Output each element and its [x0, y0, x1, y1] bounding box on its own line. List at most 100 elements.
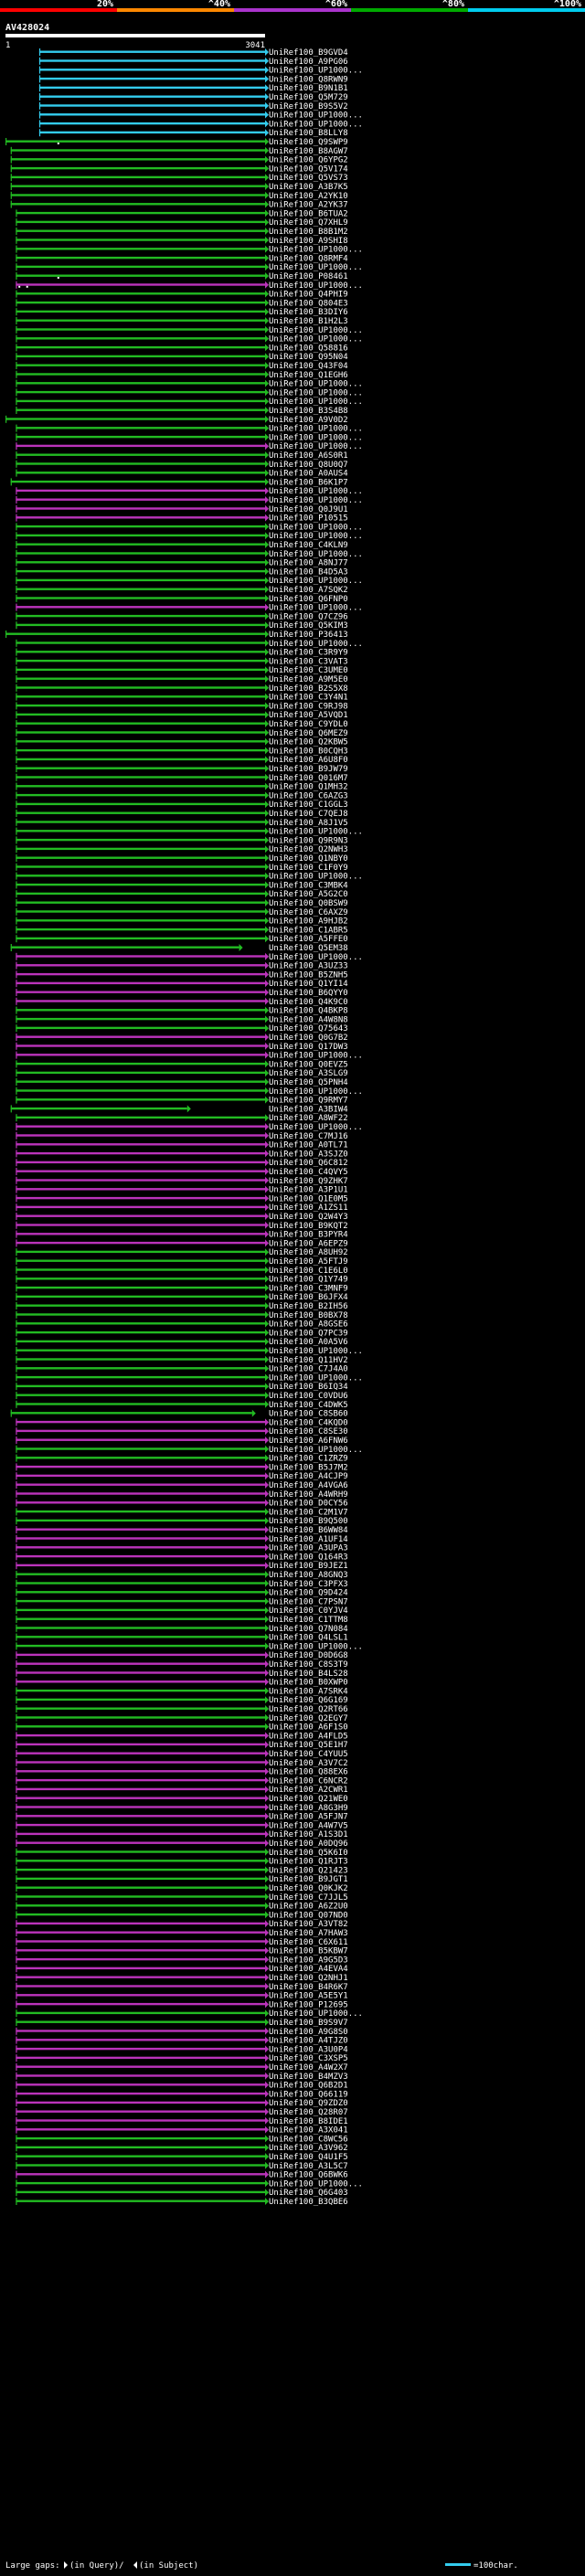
hit-bar[interactable]	[16, 1787, 266, 1791]
hit-bar[interactable]	[16, 1957, 266, 1961]
hit-row[interactable]: UniRef100_A5G2C0	[16, 890, 348, 899]
hit-row[interactable]: UniRef100_A5VQD1	[16, 711, 348, 720]
hit-bar[interactable]	[16, 1151, 266, 1155]
hit-label[interactable]: UniRef100_A3UPA3	[269, 1544, 348, 1553]
hit-row[interactable]: UniRef100_Q66119	[16, 2090, 348, 2099]
hit-bar[interactable]	[16, 1922, 266, 1925]
hit-bar[interactable]	[16, 802, 266, 806]
hit-row[interactable]: UniRef100_A5FTJ9	[16, 1257, 348, 1267]
hit-bar[interactable]	[16, 2155, 266, 2157]
hit-row[interactable]: UniRef100_B6IQ34	[16, 1383, 348, 1392]
hit-row[interactable]: UniRef100_C4QVY5	[16, 1168, 348, 1177]
hit-label[interactable]: UniRef100_A1S3D1	[269, 1830, 348, 1839]
hit-bar[interactable]	[16, 2039, 266, 2041]
hit-bar[interactable]	[16, 614, 266, 618]
hit-label[interactable]: UniRef100_A3SLG9	[269, 1069, 348, 1078]
hit-label[interactable]: UniRef100_Q7CZ96	[269, 612, 348, 621]
hit-row[interactable]: UniRef100_UP1000...	[16, 398, 363, 407]
hit-row[interactable]: UniRef100_Q28R07	[16, 2108, 348, 2117]
hit-bar[interactable]	[16, 1196, 266, 1200]
hit-bar[interactable]	[16, 1035, 266, 1038]
hit-row[interactable]: UniRef100_B9GVD4	[38, 48, 348, 58]
hit-bar[interactable]	[16, 1627, 266, 1629]
hit-label[interactable]: UniRef100_Q21423	[269, 1866, 348, 1875]
hit-bar[interactable]	[16, 641, 266, 644]
hit-bar[interactable]	[16, 2030, 266, 2032]
hit-bar[interactable]	[16, 543, 266, 546]
hit-row[interactable]: UniRef100_D0CY56	[16, 1499, 348, 1509]
hit-bar[interactable]	[16, 1582, 266, 1585]
hit-bar[interactable]	[16, 1761, 266, 1764]
hit-bar[interactable]	[16, 1403, 266, 1405]
hit-row[interactable]: UniRef100_Q164R3	[16, 1553, 348, 1562]
hit-label[interactable]: UniRef100_UP1000...	[269, 828, 363, 837]
hit-row[interactable]: UniRef100_A8WF22	[16, 1114, 348, 1123]
hit-bar[interactable]	[16, 748, 266, 752]
hit-label[interactable]: UniRef100_UP1000...	[269, 433, 363, 442]
hit-label[interactable]: UniRef100_A6F1S0	[269, 1723, 348, 1733]
hit-row[interactable]: UniRef100_UP1000...	[16, 325, 363, 335]
hit-bar[interactable]	[10, 158, 266, 161]
hit-label[interactable]: UniRef100_B6WW84	[269, 1526, 348, 1535]
hit-bar[interactable]	[16, 1806, 266, 1808]
hit-bar[interactable]	[16, 1062, 266, 1065]
hit-row[interactable]: UniRef100_UP1000...	[16, 433, 363, 442]
hit-bar[interactable]	[16, 337, 266, 340]
hit-row[interactable]: UniRef100_UP1000...	[16, 442, 363, 451]
hit-row[interactable]: UniRef100_Q6MEZ9	[16, 728, 348, 738]
hit-bar[interactable]	[16, 928, 266, 931]
hit-label[interactable]: UniRef100_B6K1P7	[269, 478, 348, 487]
hit-label[interactable]: UniRef100_C8S3T9	[269, 1660, 348, 1670]
hit-row[interactable]: UniRef100_UP1000...	[16, 1642, 363, 1651]
hit-label[interactable]: UniRef100_Q9SWP9	[269, 138, 348, 147]
hit-label[interactable]: UniRef100_A6FNW6	[269, 1436, 348, 1446]
hit-row[interactable]: UniRef100_Q6C812	[16, 1159, 348, 1168]
hit-label[interactable]: UniRef100_B8IDE1	[269, 2117, 348, 2126]
hit-bar[interactable]	[16, 489, 266, 493]
hit-label[interactable]: UniRef100_Q2EGY7	[269, 1714, 348, 1723]
hit-bar[interactable]	[16, 1797, 266, 1799]
hit-bar[interactable]	[16, 2136, 266, 2140]
hit-label[interactable]: UniRef100_Q5EM38	[269, 944, 348, 953]
hit-row[interactable]: UniRef100_C1ABR5	[16, 926, 348, 935]
hit-label[interactable]: UniRef100_C9RJ98	[269, 702, 348, 711]
hit-label[interactable]: UniRef100_C1GGL3	[269, 800, 348, 810]
hit-bar[interactable]	[16, 1259, 266, 1262]
hit-row[interactable]: UniRef100_UP1000...	[16, 952, 363, 962]
hit-row[interactable]: UniRef100_C6AZG3	[16, 791, 348, 800]
hit-label[interactable]: UniRef100_UP1000...	[269, 326, 363, 335]
hit-row[interactable]: UniRef100_A9V0D2	[5, 415, 348, 425]
hit-bar[interactable]	[16, 1815, 266, 1818]
hit-bar[interactable]	[16, 1501, 266, 1504]
hit-row[interactable]: UniRef100_UP1000...	[16, 827, 363, 837]
hit-label[interactable]: UniRef100_UP1000...	[269, 953, 363, 962]
hit-label[interactable]: UniRef100_P12695	[269, 2000, 348, 2009]
hit-label[interactable]: UniRef100_B8B1M2	[269, 228, 348, 237]
hit-row[interactable]: UniRef100_C8SE30	[16, 1427, 348, 1436]
hit-label[interactable]: UniRef100_A4TJZ0	[269, 2037, 348, 2046]
hit-bar[interactable]	[16, 1447, 266, 1450]
hit-label[interactable]: UniRef100_A8G3H9	[269, 1804, 348, 1813]
hit-row[interactable]: UniRef100_A4WRH9	[16, 1489, 348, 1500]
hit-row[interactable]: UniRef100_A3P1U1	[16, 1185, 348, 1195]
hit-label[interactable]: UniRef100_Q6B2D1	[269, 2082, 348, 2091]
hit-label[interactable]: UniRef100_B9S5V2	[269, 102, 348, 111]
hit-row[interactable]: UniRef100_Q43F04	[16, 362, 348, 371]
hit-label[interactable]: UniRef100_C4DWK5	[269, 1401, 348, 1410]
hit-label[interactable]: UniRef100_Q6G403	[269, 2189, 348, 2198]
hit-bar[interactable]	[16, 865, 266, 868]
hit-row[interactable]: UniRef100_B8LLY8	[38, 129, 348, 138]
hit-label[interactable]: UniRef100_A3VT82	[269, 1920, 348, 1929]
hit-label[interactable]: UniRef100_A0DQ96	[269, 1839, 348, 1849]
hit-bar[interactable]	[10, 175, 266, 179]
hit-bar[interactable]	[16, 1143, 266, 1146]
hit-row[interactable]: UniRef100_B6TUA2	[16, 209, 348, 218]
hit-bar[interactable]	[16, 1161, 266, 1164]
hit-bar[interactable]	[16, 704, 266, 707]
hit-bar[interactable]	[16, 1913, 266, 1916]
hit-bar[interactable]	[16, 1349, 266, 1352]
hit-bar[interactable]	[16, 1617, 266, 1620]
hit-row[interactable]: UniRef100_UP1000...	[16, 639, 363, 649]
hit-row[interactable]: UniRef100_B3DIY6	[16, 308, 348, 317]
hit-bar[interactable]	[16, 2181, 266, 2185]
